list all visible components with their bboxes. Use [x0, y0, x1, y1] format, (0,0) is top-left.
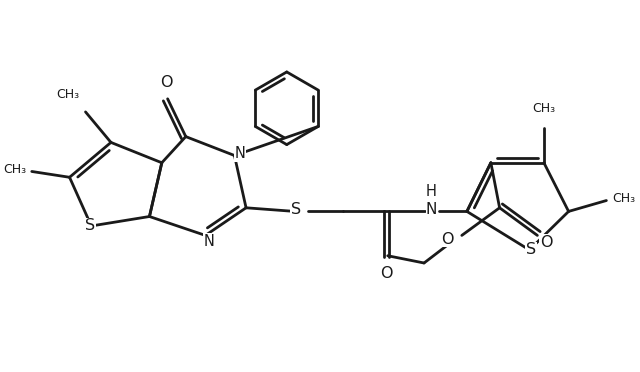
Text: CH₃: CH₃	[532, 102, 556, 115]
Text: S: S	[525, 243, 536, 257]
Text: CH₃: CH₃	[3, 163, 26, 176]
Text: S: S	[291, 202, 301, 218]
Text: N: N	[426, 202, 437, 217]
Text: H: H	[426, 184, 436, 199]
Text: O: O	[441, 231, 454, 247]
Text: CH₃: CH₃	[56, 88, 80, 101]
Text: O: O	[380, 266, 392, 280]
Text: N: N	[204, 234, 214, 249]
Text: O: O	[160, 76, 172, 90]
Text: S: S	[85, 218, 95, 234]
Text: CH₃: CH₃	[612, 192, 636, 205]
Text: O: O	[540, 235, 552, 250]
Text: N: N	[235, 146, 246, 161]
